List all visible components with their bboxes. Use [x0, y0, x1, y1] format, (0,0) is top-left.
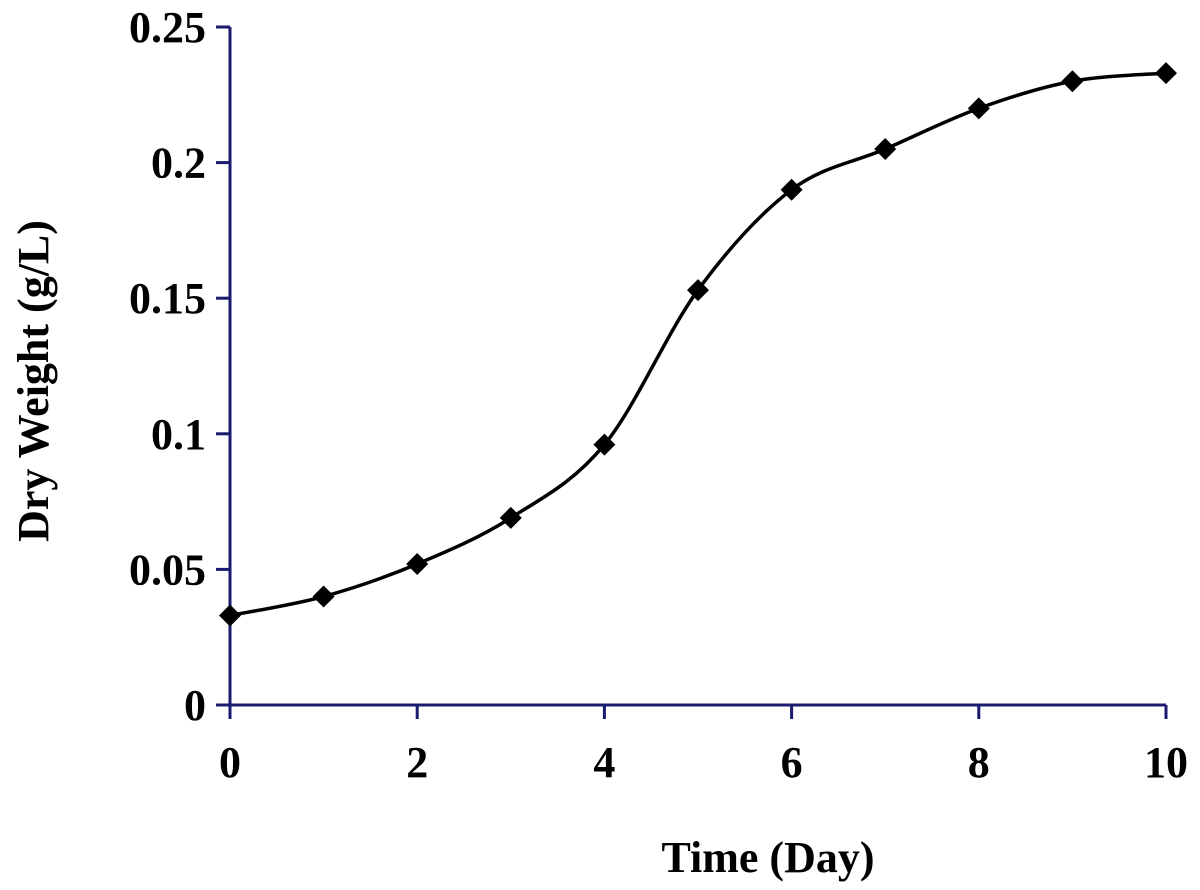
y-tick-label: 0.25: [129, 3, 206, 52]
data-point-marker: [593, 433, 616, 456]
data-point-marker: [687, 279, 709, 302]
series: [219, 62, 1177, 627]
y-axis-title: Dry Weight (g/L): [9, 220, 58, 542]
data-point-marker: [874, 138, 897, 161]
data-point-marker: [219, 604, 241, 627]
x-tick-label: 2: [406, 738, 428, 787]
ticks: 0 0.05 0.1 0.15 0.2 0.25 0 2 4 6 8 10: [129, 3, 1188, 787]
data-point-marker: [1155, 62, 1177, 85]
x-tick-label: 10: [1144, 738, 1188, 787]
x-tick-label: 6: [781, 738, 803, 787]
y-tick-label: 0.2: [151, 139, 206, 188]
data-point-marker: [499, 506, 522, 529]
x-tick-label: 8: [968, 738, 990, 787]
y-tick-label: 0.15: [129, 274, 206, 323]
data-point-marker: [780, 178, 803, 201]
data-point-marker: [312, 585, 335, 608]
x-tick-label: 4: [593, 738, 615, 787]
x-axis-title: Time (Day): [661, 833, 874, 882]
x-tick-label: 0: [219, 738, 241, 787]
axes: [228, 27, 1166, 707]
y-tick-label: 0.1: [151, 410, 206, 459]
y-tick-label: 0.05: [129, 545, 206, 594]
data-point-marker: [1061, 70, 1084, 93]
y-tick-label: 0: [184, 681, 206, 730]
data-point-marker: [967, 97, 990, 120]
data-point-marker: [406, 552, 429, 575]
series-line: [229, 71, 1167, 618]
